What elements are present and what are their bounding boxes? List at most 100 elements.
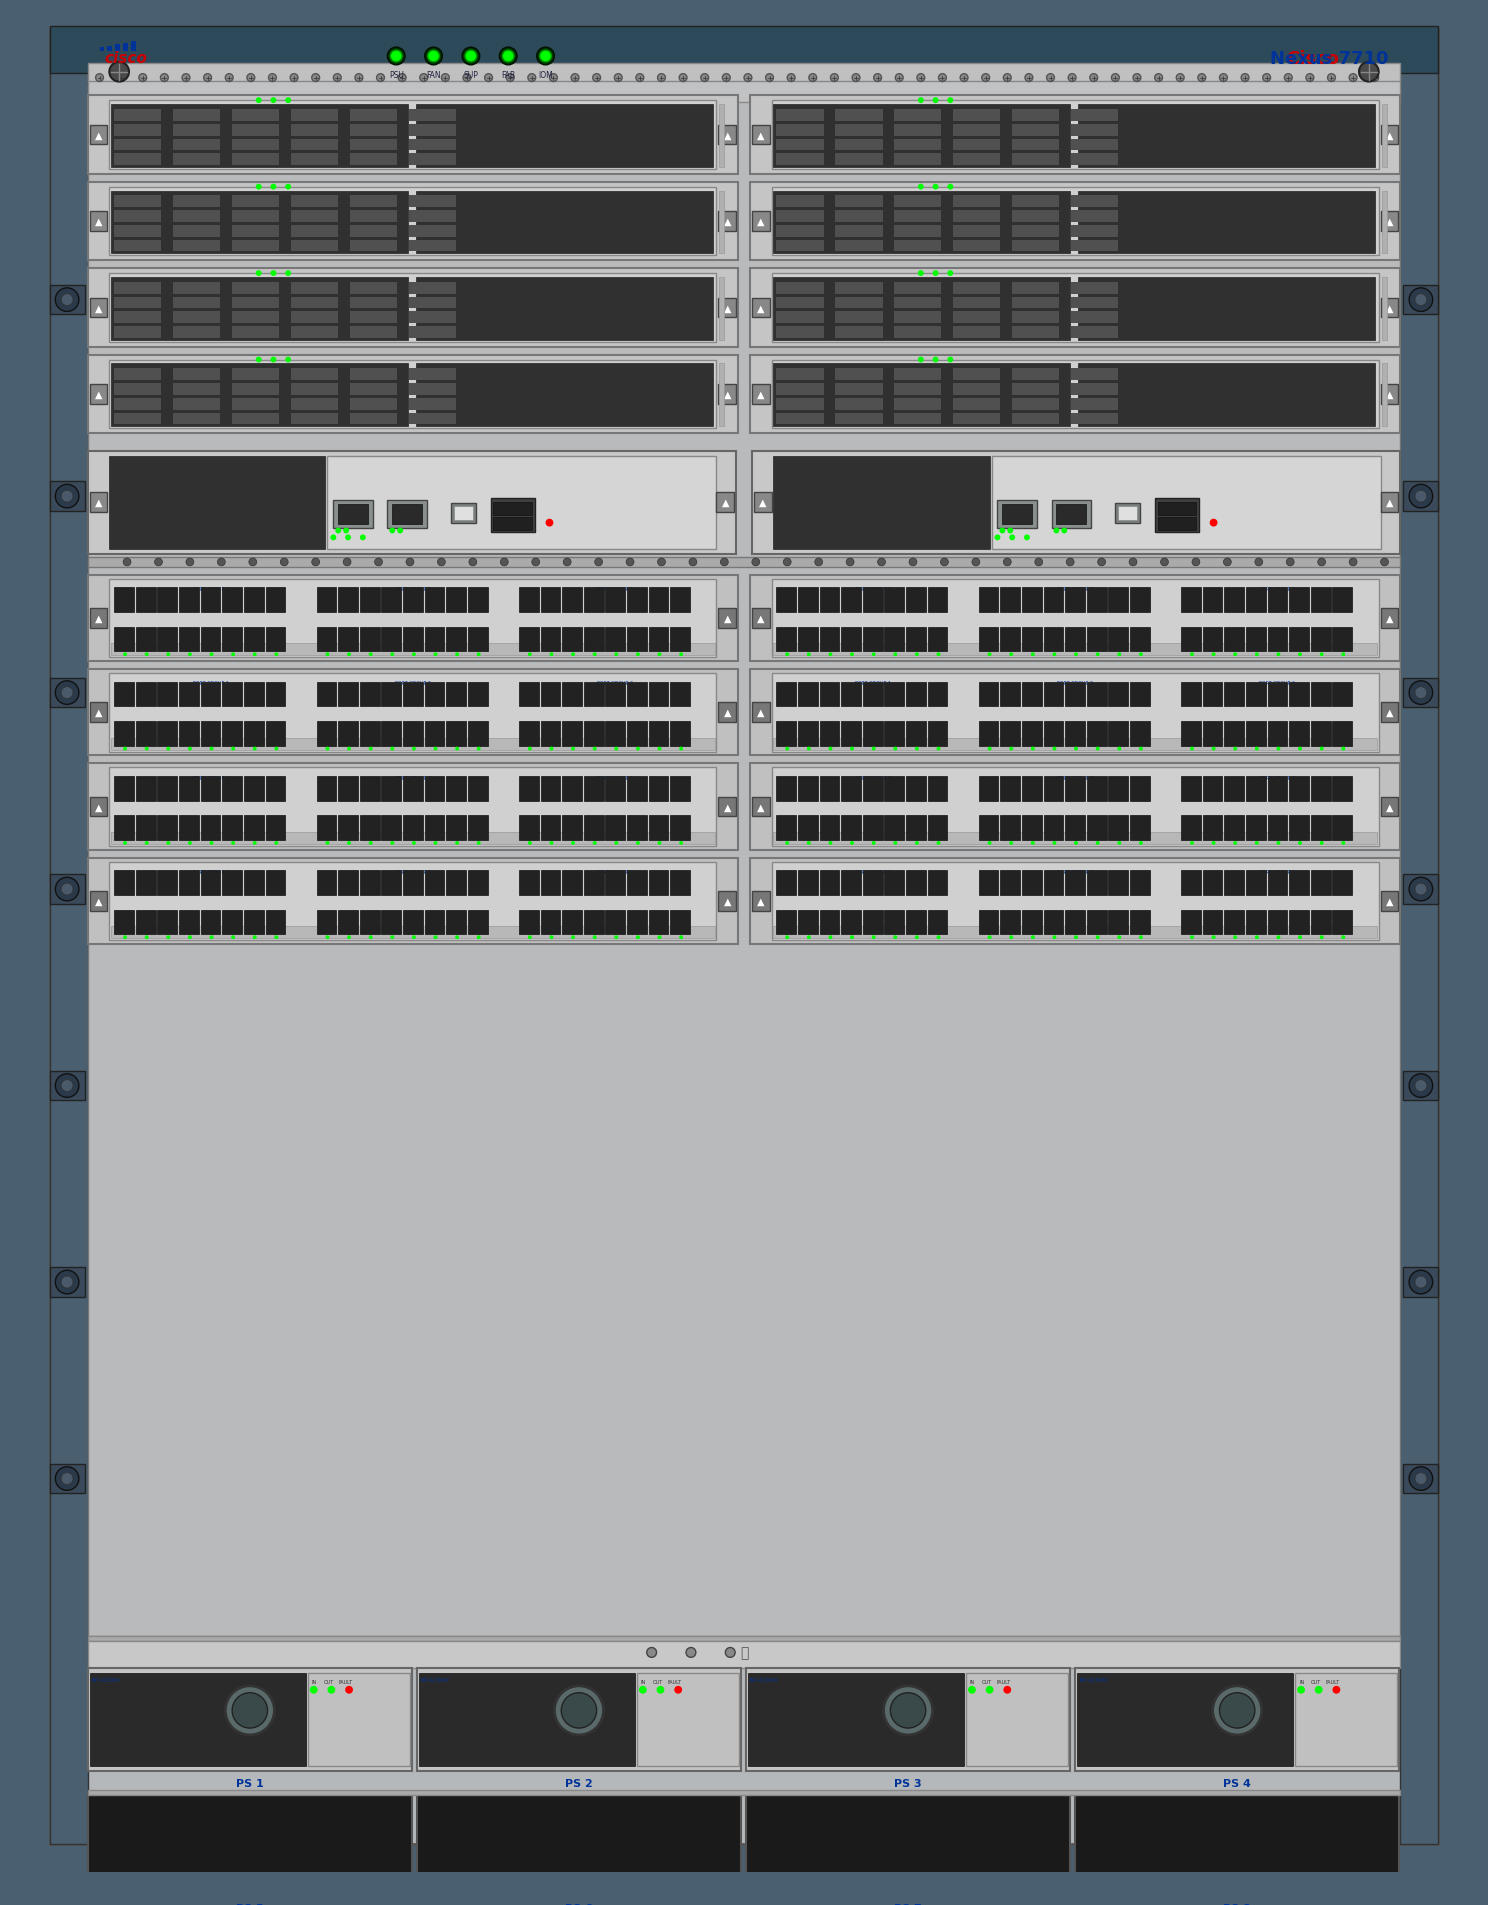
Circle shape	[1061, 528, 1067, 533]
Circle shape	[455, 935, 460, 939]
Circle shape	[271, 271, 277, 276]
Circle shape	[345, 1686, 353, 1694]
Circle shape	[356, 74, 363, 82]
Circle shape	[1409, 486, 1433, 509]
Text: ▲: ▲	[757, 613, 765, 623]
Bar	[173, 282, 220, 295]
Circle shape	[528, 747, 531, 751]
Circle shape	[412, 935, 415, 939]
Circle shape	[1298, 747, 1302, 751]
Circle shape	[347, 842, 351, 846]
Circle shape	[658, 842, 662, 846]
Text: ▲: ▲	[757, 217, 765, 227]
Bar	[540, 815, 561, 840]
Bar	[884, 627, 905, 652]
Circle shape	[948, 271, 954, 276]
Bar	[863, 777, 882, 802]
Bar	[88, 65, 1400, 82]
Circle shape	[915, 842, 920, 846]
Circle shape	[1007, 528, 1013, 533]
Bar	[997, 501, 1037, 528]
Bar	[979, 589, 998, 613]
Circle shape	[1327, 74, 1335, 82]
Text: FAN: FAN	[426, 70, 440, 80]
Bar	[863, 722, 882, 747]
Circle shape	[592, 935, 597, 939]
Circle shape	[274, 747, 278, 751]
Circle shape	[1074, 935, 1077, 939]
Bar	[350, 282, 397, 295]
Bar	[519, 589, 539, 613]
Bar	[292, 297, 338, 309]
Circle shape	[274, 842, 278, 846]
Bar	[979, 911, 998, 935]
Text: ▲: ▲	[95, 391, 103, 400]
Bar	[906, 815, 926, 840]
Circle shape	[933, 99, 939, 105]
Circle shape	[561, 1694, 597, 1728]
Circle shape	[1220, 74, 1228, 82]
Bar	[424, 682, 445, 707]
Bar	[1071, 154, 1119, 166]
Bar	[292, 312, 338, 324]
Text: PORT GROUP 2: PORT GROUP 2	[1056, 775, 1094, 781]
Bar	[606, 911, 625, 935]
Bar	[583, 627, 604, 652]
Text: PORT GROUP 2: PORT GROUP 2	[394, 775, 432, 781]
Bar	[798, 815, 818, 840]
Circle shape	[615, 842, 618, 846]
Bar	[1000, 815, 1021, 840]
Bar	[115, 682, 134, 707]
Text: PORT GROUP 3: PORT GROUP 3	[597, 680, 634, 686]
Bar	[244, 682, 263, 707]
Circle shape	[397, 528, 403, 533]
Bar	[135, 627, 156, 652]
Bar	[350, 398, 397, 410]
Circle shape	[1263, 74, 1271, 82]
Bar	[1022, 777, 1042, 802]
Bar	[954, 196, 1000, 208]
Bar	[894, 312, 942, 324]
Bar	[1109, 682, 1128, 707]
Bar	[540, 722, 561, 747]
Bar	[583, 682, 604, 707]
Text: IN: IN	[311, 1680, 317, 1684]
Bar	[670, 627, 690, 652]
Bar	[115, 196, 161, 208]
Circle shape	[248, 558, 257, 566]
Bar	[954, 211, 1000, 223]
Bar	[745, 1669, 1070, 1772]
Circle shape	[433, 935, 437, 939]
Circle shape	[1031, 935, 1034, 939]
Bar	[954, 312, 1000, 324]
Circle shape	[878, 558, 885, 566]
Circle shape	[1052, 747, 1056, 751]
Bar	[1381, 493, 1399, 512]
Bar	[417, 1669, 741, 1772]
Circle shape	[1415, 1276, 1427, 1288]
Circle shape	[500, 558, 509, 566]
Bar	[292, 139, 338, 150]
Bar	[1202, 682, 1223, 707]
Text: ▲: ▲	[1385, 217, 1393, 227]
Bar	[1043, 777, 1064, 802]
Text: PORT GROUP 1: PORT GROUP 1	[192, 680, 229, 686]
Bar	[112, 105, 408, 168]
Bar	[751, 703, 769, 722]
Bar	[894, 398, 942, 410]
Circle shape	[571, 935, 574, 939]
Circle shape	[1284, 74, 1292, 82]
Bar	[292, 385, 338, 396]
Circle shape	[571, 653, 574, 657]
Bar	[446, 871, 466, 895]
Bar	[115, 911, 134, 935]
Bar	[317, 777, 336, 802]
Bar	[884, 871, 905, 895]
Bar	[89, 703, 107, 722]
Circle shape	[918, 271, 924, 276]
Bar	[1181, 627, 1201, 652]
Circle shape	[144, 747, 149, 751]
Circle shape	[592, 747, 597, 751]
Bar	[954, 413, 1000, 425]
Circle shape	[1031, 653, 1034, 657]
